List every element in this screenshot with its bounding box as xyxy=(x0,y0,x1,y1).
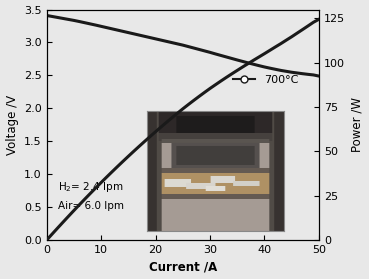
Y-axis label: Voltage /V: Voltage /V xyxy=(6,95,18,155)
Legend: 700°C: 700°C xyxy=(228,70,303,89)
Y-axis label: Power /W: Power /W xyxy=(351,97,363,152)
X-axis label: Current /A: Current /A xyxy=(149,260,217,273)
Text: Air= 6.0 lpm: Air= 6.0 lpm xyxy=(58,201,124,211)
Text: H$_{2}$= 2.4 lpm: H$_{2}$= 2.4 lpm xyxy=(58,180,123,194)
